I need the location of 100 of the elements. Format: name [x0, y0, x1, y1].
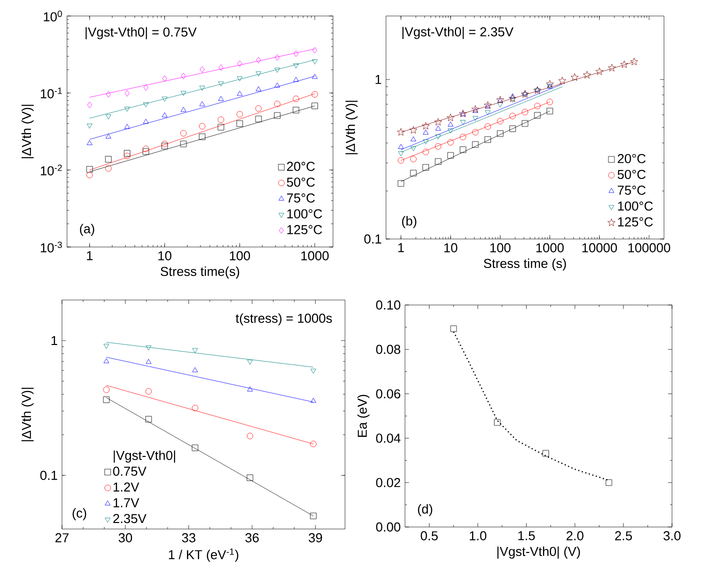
- point: [558, 76, 566, 84]
- x-tick-label: 2.0: [566, 531, 584, 540]
- x-tick-label: 36: [245, 533, 259, 542]
- point: [497, 130, 504, 137]
- point: [192, 404, 198, 412]
- point: [274, 54, 280, 61]
- point: [546, 80, 554, 88]
- point: [570, 73, 579, 81]
- point: [86, 124, 92, 129]
- y-tick-label: 1: [52, 336, 58, 346]
- point: [247, 360, 253, 365]
- x-tick-label: 10000: [582, 243, 617, 252]
- point: [103, 386, 110, 393]
- point: [583, 71, 591, 78]
- x-tick-label: 1.0: [470, 531, 486, 540]
- point: [293, 63, 299, 68]
- point: [192, 367, 198, 372]
- point: [397, 128, 405, 136]
- annotation: |Vgst-Vth0| = 0.75V: [86, 27, 197, 40]
- x-tick-label: 10: [158, 251, 172, 260]
- point: [484, 123, 491, 130]
- point: [410, 136, 416, 142]
- point: [497, 118, 504, 124]
- point: [620, 60, 628, 68]
- point: [434, 158, 442, 165]
- x-axis-title: Stress time(s): [160, 266, 240, 279]
- point: [145, 388, 152, 395]
- x-tick-label: 30: [118, 533, 132, 542]
- point: [255, 105, 262, 112]
- y-tick-label: 10$^{-3}$: [40, 242, 62, 252]
- point: [522, 92, 528, 98]
- point: [522, 90, 528, 96]
- point: [236, 76, 243, 82]
- point: [447, 139, 454, 146]
- legend-label: 75°C: [618, 186, 646, 195]
- point: [106, 91, 111, 98]
- point: [124, 150, 130, 156]
- point: [460, 134, 466, 140]
- legend-label: 75°C: [287, 193, 315, 203]
- point: [236, 120, 243, 127]
- point: [310, 440, 317, 448]
- point: [447, 152, 454, 159]
- point: [410, 146, 416, 152]
- point: [434, 143, 442, 150]
- point: [180, 90, 186, 96]
- point: [292, 106, 300, 114]
- y-tick-label: 10$^{-1}$: [40, 88, 62, 98]
- point: [246, 432, 254, 440]
- point: [312, 91, 318, 98]
- point: [484, 136, 491, 143]
- point: [422, 130, 429, 135]
- x-tick-label: 1.5: [518, 531, 535, 540]
- point: [294, 50, 298, 57]
- annotation: t(stress) = 1000s: [236, 313, 332, 326]
- point: [542, 450, 549, 456]
- point: [546, 98, 554, 106]
- point: [199, 101, 205, 106]
- point: [460, 146, 466, 153]
- x-tick-label: 100000: [628, 243, 670, 252]
- y-tick-label: 0.06: [376, 389, 400, 398]
- point: [508, 94, 517, 102]
- legend-label: 50°C: [618, 170, 646, 179]
- point: [450, 326, 457, 332]
- y-tick-label: 1: [376, 75, 382, 84]
- annotation: (c): [72, 508, 86, 520]
- legend-label: 1.2V: [114, 482, 140, 492]
- point: [192, 444, 198, 452]
- point: [546, 108, 554, 114]
- point: [534, 112, 541, 119]
- point: [218, 124, 224, 130]
- point: [398, 151, 404, 156]
- point: [509, 126, 516, 132]
- point: [472, 129, 479, 136]
- point: [124, 124, 130, 129]
- y-tick-label: 0.00: [376, 522, 400, 532]
- point: [509, 112, 516, 120]
- point: [106, 134, 112, 138]
- point: [422, 148, 429, 156]
- point: [87, 102, 92, 108]
- point: [86, 172, 93, 178]
- y-tick-label: 0.08: [376, 344, 400, 354]
- point: [422, 140, 429, 144]
- point: [162, 75, 168, 82]
- y-axis-title: Ea (eV): [357, 394, 370, 437]
- point: [274, 100, 280, 108]
- point: [247, 386, 253, 392]
- point: [246, 474, 254, 481]
- y-tick-label: 0.02: [376, 478, 400, 488]
- point: [398, 144, 404, 149]
- point: [181, 72, 186, 80]
- annotation: (a): [80, 224, 94, 236]
- y-tick-label: 10$^{0}$: [44, 10, 62, 22]
- annotation: (d): [418, 504, 432, 516]
- point: [256, 56, 261, 64]
- point: [293, 76, 299, 82]
- point: [180, 130, 187, 136]
- point: [422, 164, 429, 171]
- annotation: (b): [402, 216, 416, 228]
- point: [460, 120, 466, 125]
- point: [237, 60, 242, 67]
